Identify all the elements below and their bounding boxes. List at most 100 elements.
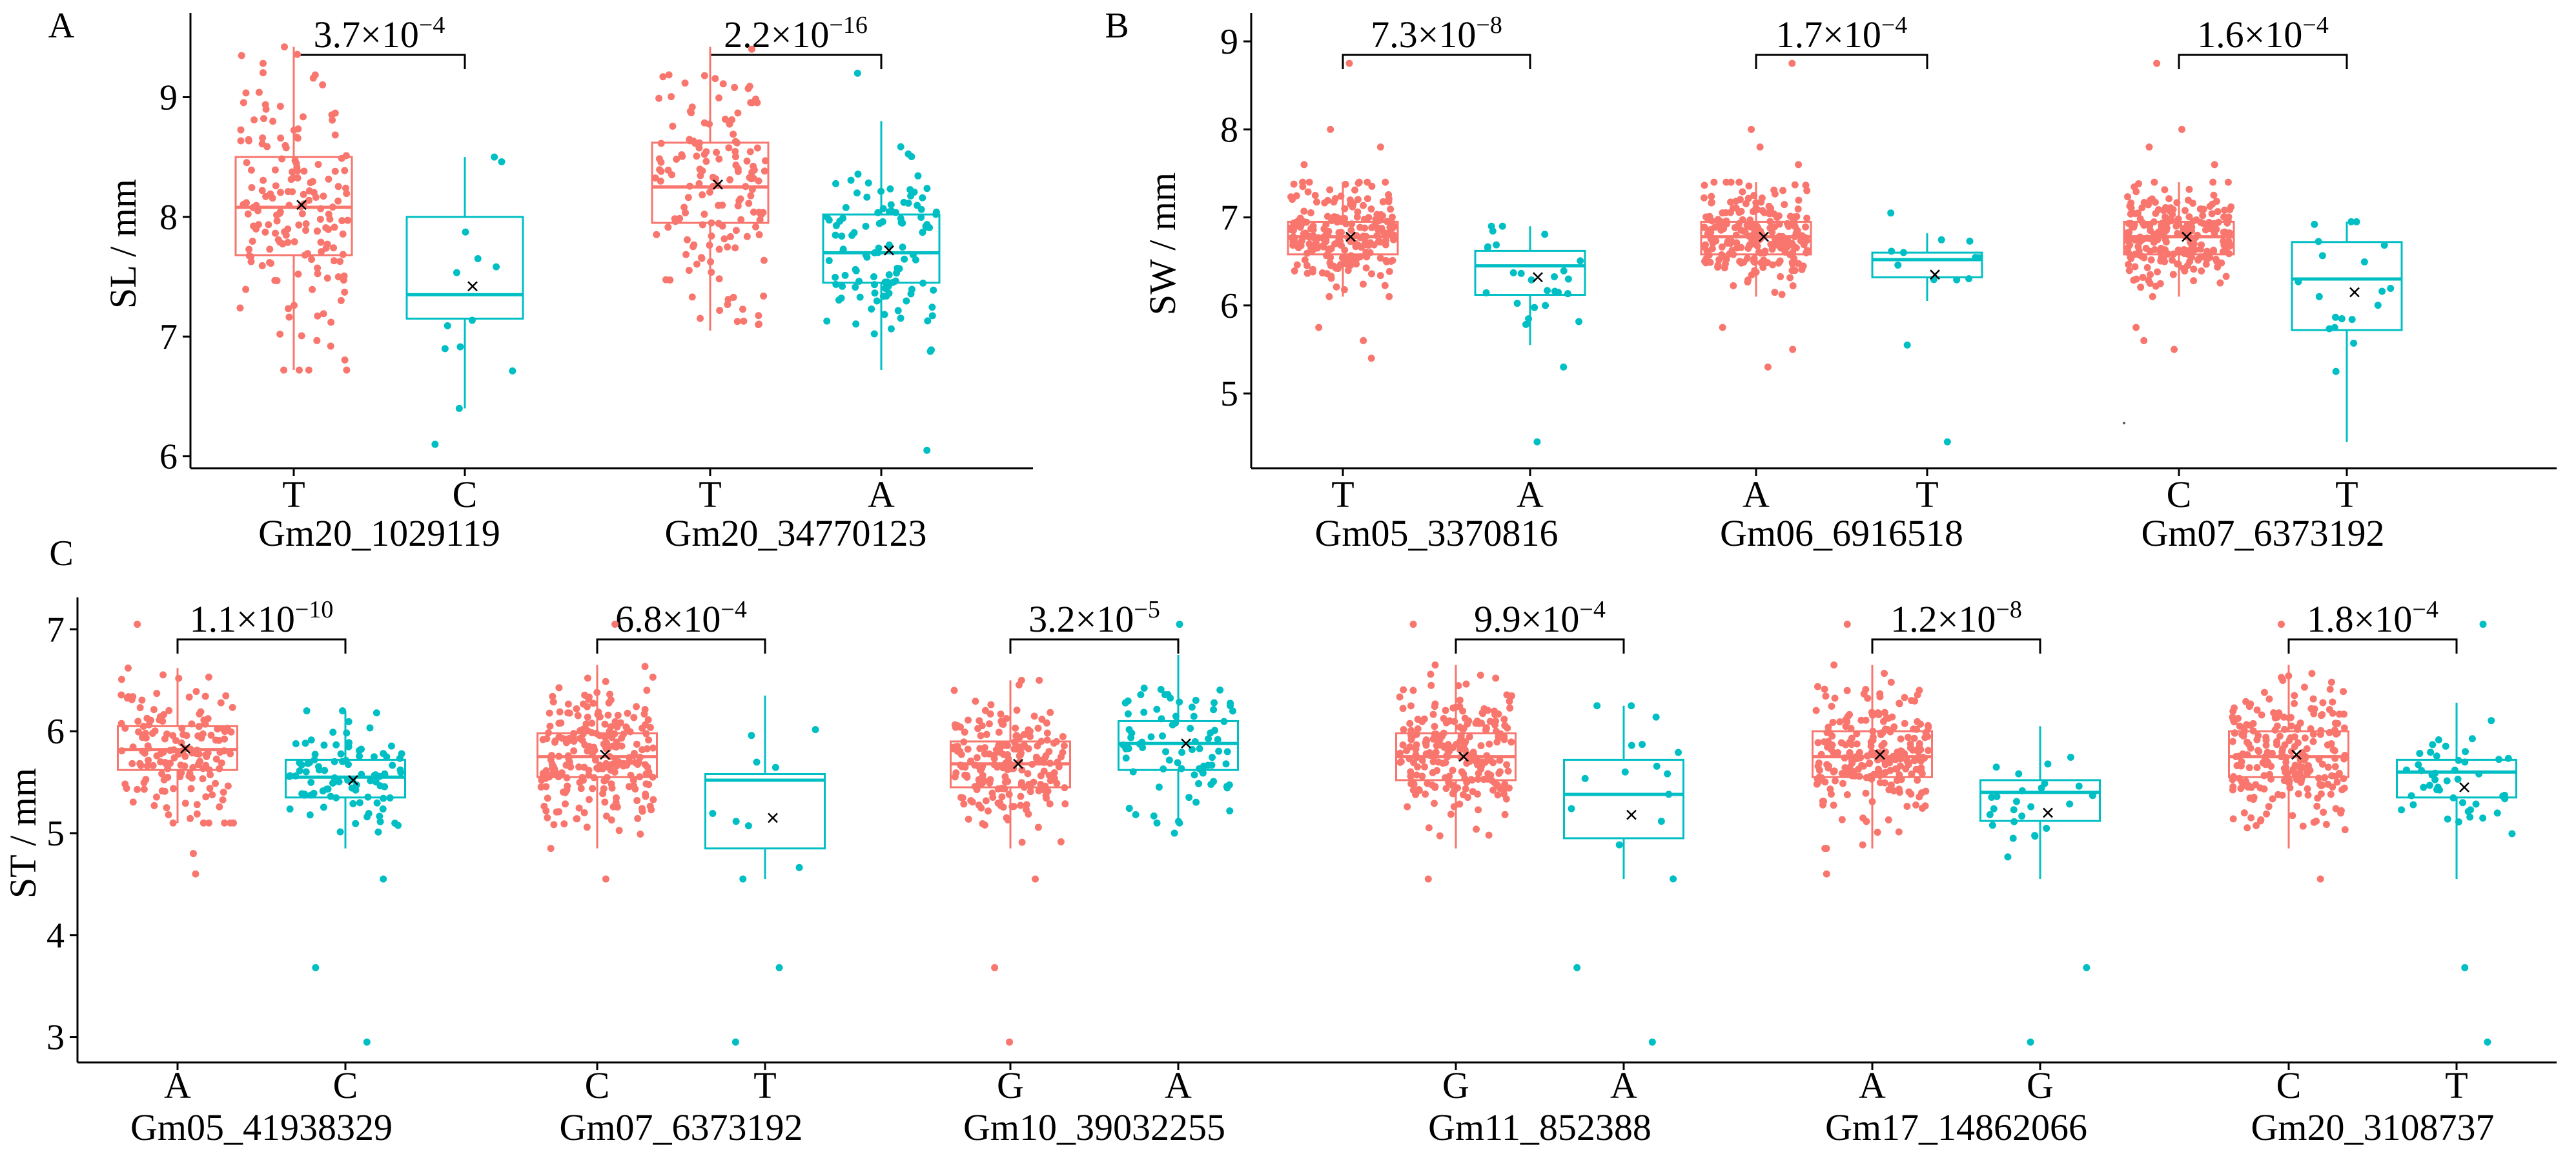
data-point bbox=[163, 730, 171, 738]
data-point bbox=[1708, 217, 1716, 225]
data-point bbox=[1918, 770, 1926, 778]
data-point bbox=[950, 687, 958, 694]
data-point bbox=[1045, 748, 1053, 756]
y-tick-label: 8 bbox=[1220, 110, 1238, 150]
data-point bbox=[1043, 729, 1051, 737]
data-point bbox=[719, 80, 727, 88]
data-point bbox=[642, 730, 650, 738]
data-point bbox=[329, 779, 336, 787]
data-point bbox=[1918, 789, 1926, 797]
data-point bbox=[702, 158, 710, 165]
data-point bbox=[578, 774, 586, 781]
allele-label: C bbox=[2276, 1064, 2302, 1106]
data-point bbox=[2245, 764, 2253, 772]
data-point bbox=[1334, 265, 1342, 273]
data-point bbox=[1449, 767, 1457, 774]
data-point bbox=[2225, 250, 2233, 258]
data-point bbox=[1823, 729, 1831, 736]
data-point bbox=[1289, 242, 1297, 249]
data-point bbox=[2198, 267, 2205, 274]
data-point bbox=[747, 99, 755, 107]
data-point bbox=[2331, 754, 2339, 762]
data-point bbox=[220, 789, 227, 796]
data-point bbox=[1898, 750, 1906, 758]
data-point bbox=[2185, 213, 2193, 221]
data-point bbox=[996, 741, 1003, 749]
outlier-point bbox=[2027, 1038, 2034, 1046]
data-point bbox=[1822, 692, 1830, 700]
data-point bbox=[1370, 223, 1378, 231]
data-point bbox=[1429, 710, 1437, 718]
p-value-exponent: −4 bbox=[721, 596, 746, 623]
data-point bbox=[1354, 196, 1362, 203]
data-point bbox=[1908, 697, 1916, 705]
data-point bbox=[668, 171, 676, 179]
data-point bbox=[715, 155, 723, 163]
data-point bbox=[1489, 227, 1497, 235]
data-point bbox=[967, 797, 975, 805]
data-point bbox=[1491, 707, 1498, 715]
snp-label: Gm05_3370816 bbox=[1315, 512, 1559, 554]
data-point bbox=[2222, 273, 2230, 280]
mean-marker bbox=[180, 743, 190, 754]
data-point bbox=[1702, 213, 1710, 221]
data-point bbox=[1838, 770, 1846, 778]
data-point bbox=[314, 270, 322, 278]
outlier-point bbox=[1748, 125, 1755, 133]
data-point bbox=[1723, 240, 1731, 247]
data-point bbox=[1914, 718, 1921, 725]
data-point bbox=[134, 785, 141, 793]
data-point bbox=[732, 227, 740, 234]
data-point bbox=[919, 194, 926, 202]
data-point bbox=[305, 366, 312, 374]
data-point bbox=[590, 743, 598, 751]
y-tick-label: 7 bbox=[1220, 198, 1238, 238]
data-point bbox=[646, 723, 654, 731]
data-point bbox=[2265, 803, 2273, 811]
jitter-points bbox=[1887, 209, 1983, 446]
data-point bbox=[2067, 754, 2074, 761]
data-point bbox=[293, 50, 301, 58]
data-point bbox=[1897, 735, 1905, 743]
outlier-point bbox=[134, 621, 141, 628]
data-point bbox=[374, 828, 382, 836]
data-point bbox=[1303, 262, 1311, 269]
data-point bbox=[319, 787, 327, 795]
outlier-point bbox=[1300, 161, 1308, 169]
boxplot: A bbox=[1118, 621, 1239, 1106]
data-point bbox=[2318, 252, 2326, 260]
p-value-exponent: −4 bbox=[2412, 596, 2438, 623]
data-point bbox=[1790, 242, 1797, 250]
data-point bbox=[2154, 236, 2162, 243]
data-point bbox=[562, 761, 570, 769]
data-point bbox=[193, 801, 201, 809]
data-point bbox=[298, 332, 305, 340]
data-point bbox=[493, 263, 500, 271]
data-point bbox=[279, 240, 287, 248]
data-point bbox=[832, 273, 839, 281]
outlier-point bbox=[1943, 438, 1951, 446]
data-point bbox=[1657, 818, 1665, 825]
data-point bbox=[1853, 740, 1861, 748]
data-point bbox=[1771, 289, 1779, 296]
data-point bbox=[2205, 251, 2213, 259]
data-point bbox=[216, 749, 224, 756]
data-point bbox=[1492, 674, 1500, 682]
data-point bbox=[1919, 753, 1927, 761]
data-point bbox=[286, 772, 294, 780]
data-point bbox=[188, 720, 196, 728]
p-value-label: 1.2×10−8 bbox=[1890, 596, 2022, 640]
data-point bbox=[1895, 828, 1903, 836]
data-point bbox=[320, 741, 328, 749]
data-point bbox=[877, 187, 885, 195]
boxplot: A bbox=[1700, 59, 1812, 515]
data-point bbox=[118, 719, 125, 727]
data-point bbox=[602, 812, 610, 820]
data-point bbox=[748, 45, 755, 53]
data-point bbox=[1730, 282, 1737, 289]
data-point bbox=[249, 238, 256, 245]
data-point bbox=[1294, 244, 1302, 252]
data-point bbox=[187, 814, 194, 822]
data-point bbox=[2127, 220, 2134, 227]
